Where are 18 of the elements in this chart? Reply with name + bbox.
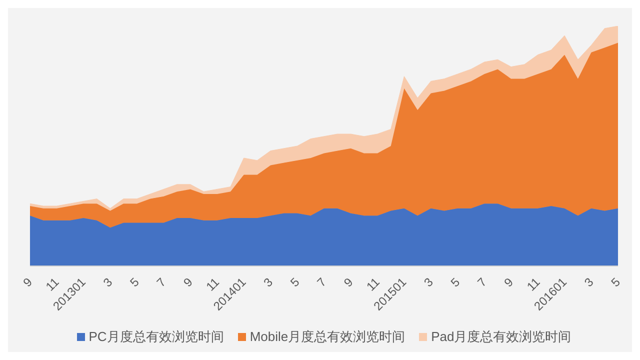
x-tick-label: 5	[448, 274, 463, 290]
x-tick-label: 5	[288, 274, 302, 290]
legend-label: Mobile月度总有效浏览时间	[250, 328, 406, 346]
x-tick-label: 9	[501, 274, 516, 290]
x-tick-label: 7	[314, 274, 330, 290]
x-tick-label: 9	[180, 274, 196, 290]
x-tick-label: 5	[608, 274, 624, 290]
x-tick-label: 9	[341, 274, 356, 290]
x-tick-label: 3	[100, 274, 116, 290]
x-tick-label: 3	[421, 274, 436, 290]
legend-label: PC月度总有效浏览时间	[88, 328, 224, 346]
x-tick-label: 5	[127, 274, 142, 290]
x-tick-label: 9	[20, 274, 36, 290]
x-tick-label: 3	[260, 274, 276, 290]
x-tick-label: 3	[582, 274, 596, 290]
x-tick-label: 7	[154, 274, 169, 290]
legend-label: Pad月度总有效浏览时间	[431, 328, 572, 346]
x-tick-label: 7	[474, 274, 490, 290]
